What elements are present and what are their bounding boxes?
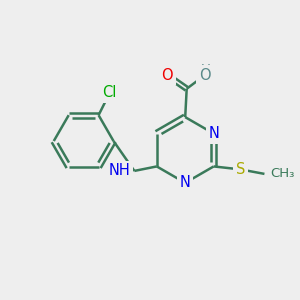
Text: S: S	[236, 162, 245, 177]
Text: NH: NH	[109, 164, 131, 178]
Text: Cl: Cl	[102, 85, 116, 100]
Text: O: O	[161, 68, 173, 83]
Text: N: N	[208, 126, 219, 141]
Text: O: O	[199, 68, 210, 83]
Text: N: N	[180, 176, 190, 190]
Text: H: H	[201, 63, 211, 76]
Text: CH₃: CH₃	[270, 167, 294, 180]
